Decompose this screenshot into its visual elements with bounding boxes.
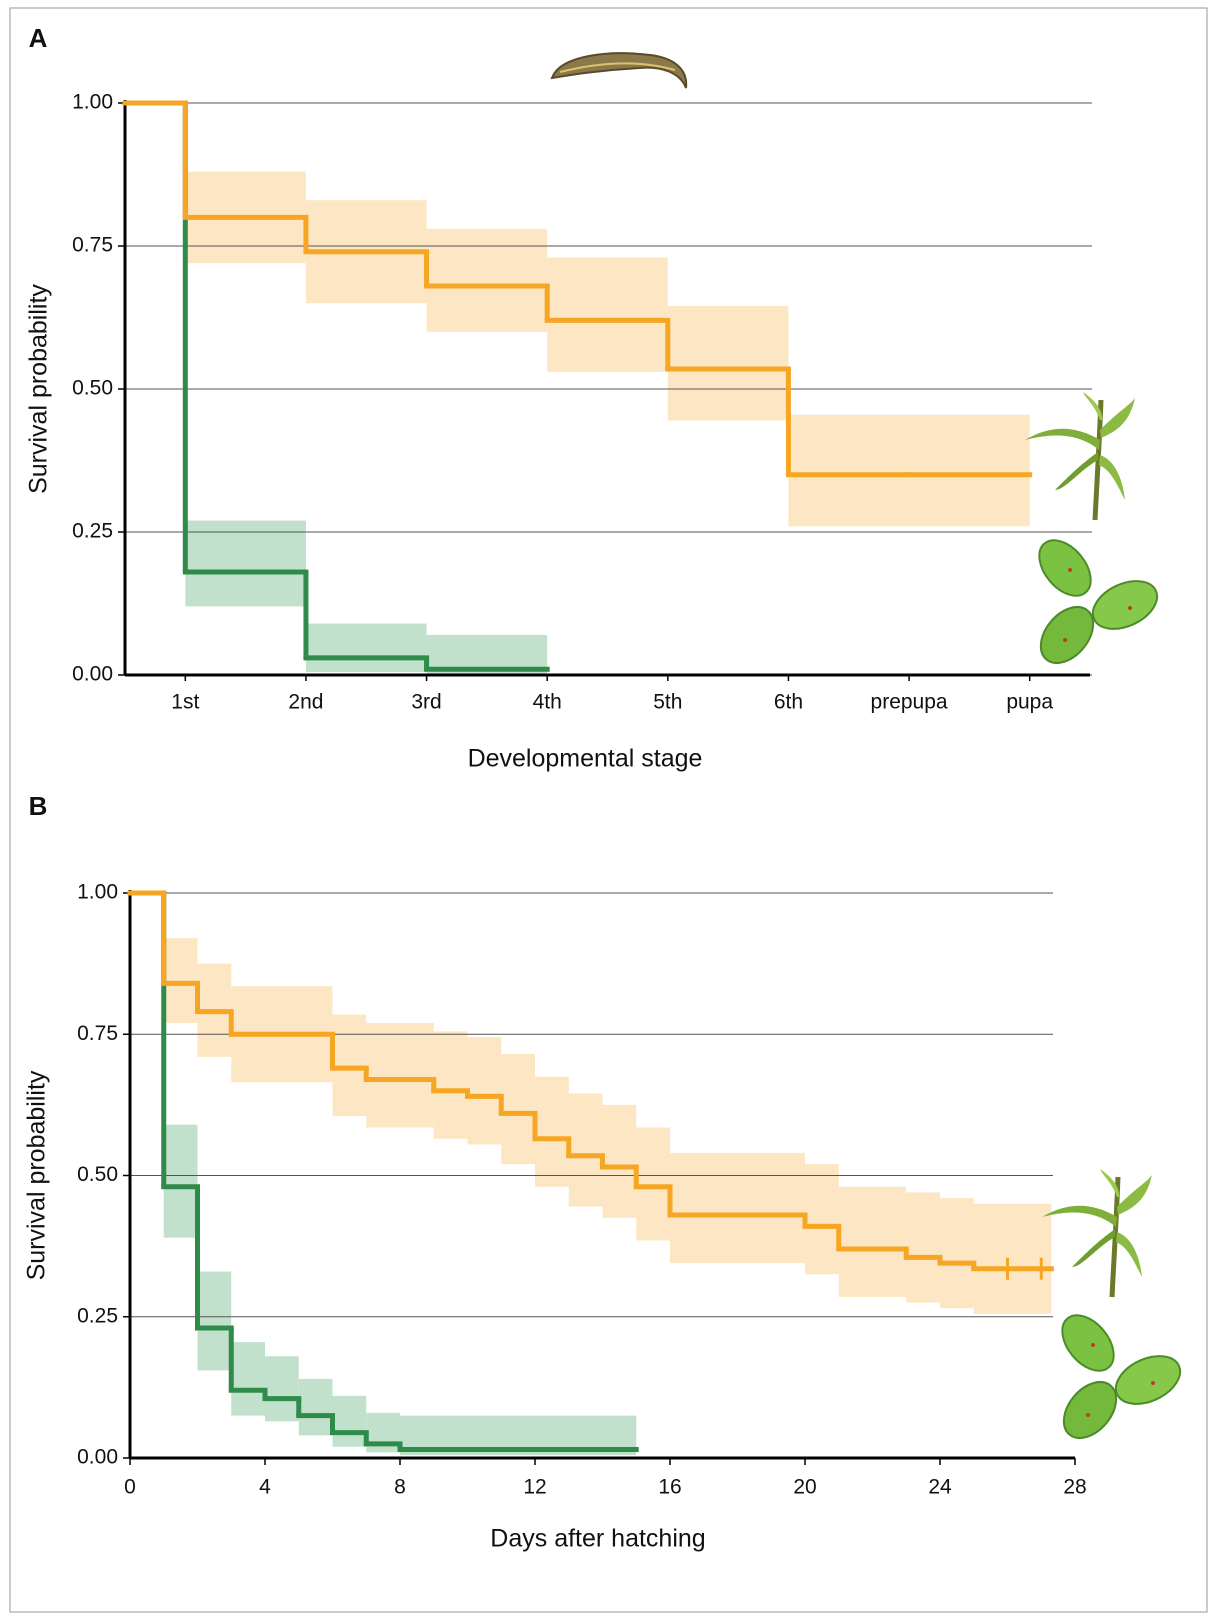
- x-tick-label: 20: [793, 1476, 816, 1499]
- panel-letter: A: [29, 23, 48, 53]
- x-axis-label: Developmental stage: [468, 745, 703, 773]
- confidence-band: [636, 1127, 670, 1241]
- confidence-band: [433, 1031, 468, 1139]
- x-tick-label: 16: [658, 1476, 681, 1499]
- frame: [9, 7, 1208, 1613]
- confidence-band: [298, 1378, 333, 1436]
- confidence-band: [467, 1037, 502, 1145]
- confidence-band: [805, 1164, 839, 1275]
- confidence-band: [265, 1356, 299, 1422]
- x-tick-label: 28: [1063, 1476, 1086, 1499]
- x-tick-label: 4: [259, 1476, 271, 1499]
- x-tick-label: 24: [928, 1476, 952, 1499]
- x-tick-label: 12: [523, 1476, 546, 1499]
- y-axis-label: Survival probability: [23, 1070, 51, 1280]
- x-tick-label: 0: [124, 1476, 136, 1499]
- confidence-band: [906, 1192, 940, 1303]
- confidence-band: [185, 520, 306, 607]
- x-tick-label: 6th: [774, 691, 803, 714]
- soybean-icon: [1051, 1304, 1189, 1450]
- confidence-band: [197, 1271, 232, 1371]
- x-tick-label: 4th: [533, 691, 562, 714]
- confidence-band: [426, 228, 548, 332]
- y-tick-label: 1.00: [77, 881, 118, 904]
- maize-icon: [1042, 1169, 1152, 1297]
- x-tick-label: 8: [394, 1476, 406, 1499]
- confidence-band: [501, 1054, 535, 1165]
- confidence-band: [332, 1014, 367, 1117]
- maize-icon: [1025, 392, 1135, 520]
- confidence-band: [547, 257, 668, 372]
- x-tick-label: prepupa: [871, 691, 948, 714]
- x-tick-label: 2nd: [288, 691, 323, 714]
- x-tick-label: 1st: [171, 691, 199, 714]
- confidence-band: [670, 1152, 805, 1264]
- x-tick-label: 5th: [653, 691, 682, 714]
- y-tick-label: 1.00: [72, 91, 113, 114]
- y-axis-label: Survival probability: [25, 284, 53, 494]
- y-tick-label: 0.50: [77, 1163, 118, 1186]
- x-tick-label: pupa: [1006, 691, 1053, 714]
- panel-letter: B: [29, 791, 48, 821]
- confidence-band: [667, 306, 789, 421]
- labels: A Developmental stage Survival probability…: [23, 23, 1087, 1553]
- lines: [122, 100, 1090, 1460]
- confidence-band: [366, 1412, 400, 1453]
- y-tick-label: 0.75: [77, 1022, 118, 1045]
- x-axis-label: Days after hatching: [490, 1525, 705, 1553]
- confidence-band: [568, 1093, 603, 1207]
- confidence-band: [305, 623, 427, 673]
- confidence-band: [788, 414, 910, 527]
- confidence-band: [535, 1076, 569, 1187]
- soybean-icon: [1028, 529, 1166, 675]
- confidence-band: [973, 1203, 1052, 1314]
- y-tick-label: 0.25: [72, 520, 113, 543]
- x-tick-label: 3rd: [411, 691, 441, 714]
- caterpillar-icon: [550, 52, 688, 89]
- confidence-band: [163, 938, 198, 1023]
- confidence-band: [163, 1124, 198, 1238]
- confidence-band: [909, 414, 1030, 527]
- confidence-band: [940, 1198, 974, 1309]
- y-tick-label: 0.00: [72, 663, 113, 686]
- confidence-band: [838, 1186, 907, 1297]
- bands: [163, 171, 1052, 1456]
- confidence-band: [231, 1342, 265, 1416]
- y-tick-label: 0.00: [77, 1446, 118, 1469]
- y-tick-label: 0.50: [72, 377, 113, 400]
- y-tick-label: 0.25: [77, 1304, 118, 1327]
- confidence-band: [366, 1022, 434, 1128]
- y-tick-label: 0.75: [72, 234, 113, 257]
- confidence-band: [332, 1395, 367, 1447]
- confidence-band: [602, 1104, 637, 1218]
